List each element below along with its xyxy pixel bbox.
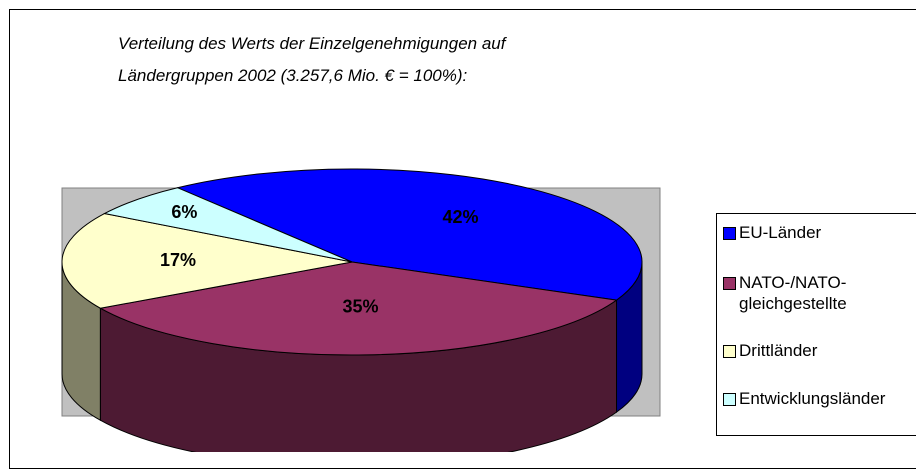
page: 42% 35% 17% 6% Verteilung des Werts der Ein…	[9, 9, 916, 469]
legend-swatch	[723, 393, 736, 406]
legend-entry: NATO-/NATO-gleichgestellte	[723, 272, 913, 314]
legend-entry: Entwicklungsländer	[723, 388, 913, 409]
data-label: 35%	[342, 296, 378, 316]
data-label: 17%	[160, 250, 196, 270]
legend-label: NATO-/NATO-gleichgestellte	[739, 273, 847, 313]
legend: EU-Länder NATO-/NATO-gleichgestellte Dritt…	[716, 213, 916, 436]
slice	[102, 187, 353, 263]
data-label: 6%	[171, 202, 197, 222]
slice	[175, 168, 643, 301]
chart: 42% 35% 17% 6%	[61, 168, 661, 452]
legend-swatch	[723, 227, 736, 240]
chart-title: Verteilung des Werts der Einzelgenehmigu…	[118, 34, 506, 53]
slice	[98, 261, 618, 356]
legend-label: Entwicklungsländer	[739, 389, 886, 408]
legend-swatch	[723, 277, 736, 290]
legend-label: EU-Länder	[739, 223, 822, 242]
slice	[61, 213, 353, 309]
chart-title: Ländergruppen 2002 (3.257,6 Mio. € = 100…	[118, 66, 468, 85]
data-label: 42%	[443, 207, 479, 227]
legend-label: Drittländer	[739, 341, 818, 360]
legend-entry: EU-Länder	[723, 222, 913, 243]
legend-entry: Drittländer	[723, 340, 913, 361]
legend-swatch	[723, 345, 736, 358]
